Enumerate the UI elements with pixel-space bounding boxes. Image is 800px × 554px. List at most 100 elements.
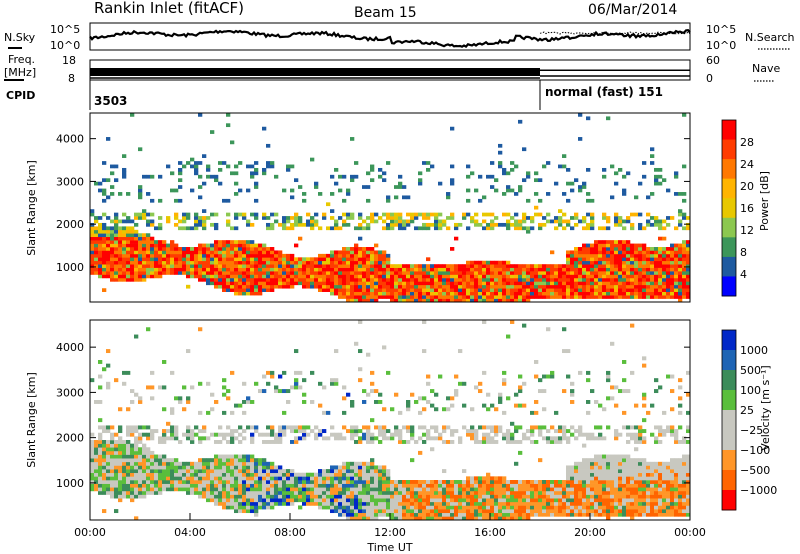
heatmap-cell — [298, 480, 303, 484]
heatmap-cell — [354, 425, 359, 430]
heatmap-cell — [618, 458, 623, 463]
heatmap-cell — [150, 243, 155, 248]
heatmap-cell — [346, 295, 351, 299]
heatmap-cell — [366, 490, 371, 495]
heatmap-cell — [90, 480, 95, 484]
heatmap-cell — [238, 247, 243, 251]
heatmap-cell — [602, 295, 607, 299]
heatmap-cell — [610, 341, 615, 346]
heatmap-cell — [346, 267, 351, 272]
heatmap-cell — [126, 226, 131, 231]
heatmap-cell — [550, 374, 555, 379]
heatmap-cell — [578, 284, 583, 289]
heatmap-cell — [518, 480, 523, 484]
heatmap-cell — [322, 501, 327, 506]
heatmap-cell — [214, 212, 219, 217]
heatmap-cell — [474, 288, 479, 292]
heatmap-cell — [142, 257, 147, 262]
heatmap-cell — [618, 509, 623, 514]
heatmap-cell — [582, 476, 587, 481]
heatmap-cell — [426, 509, 431, 514]
heatmap-cell — [594, 512, 599, 517]
heatmap-cell — [358, 216, 363, 220]
heatmap-cell — [298, 483, 303, 488]
heatmap-cell — [274, 212, 279, 217]
heatmap-cell — [186, 226, 191, 231]
heatmap-cell — [338, 494, 343, 499]
heatmap-cell — [626, 454, 631, 459]
heatmap-cell — [598, 480, 603, 484]
heatmap-cell — [226, 487, 231, 492]
heatmap-cell — [586, 116, 591, 121]
heatmap-cell — [282, 432, 287, 437]
heatmap-cell — [258, 264, 263, 268]
heatmap-cell — [194, 250, 199, 255]
heatmap-cell — [374, 267, 379, 272]
heatmap-cell — [610, 284, 615, 289]
heatmap-cell — [642, 260, 647, 265]
heatmap-cell — [382, 253, 387, 258]
heatmap-cell — [154, 260, 159, 265]
heatmap-cell — [358, 378, 363, 383]
heatmap-cell — [242, 501, 247, 506]
heatmap-cell — [482, 288, 487, 292]
heatmap-cell — [558, 284, 563, 289]
heatmap-cell — [346, 461, 351, 466]
heatmap-cell — [630, 494, 635, 499]
heatmap-cell — [234, 192, 239, 196]
heatmap-cell — [218, 181, 223, 186]
heatmap-cell — [534, 498, 539, 503]
heatmap-cell — [246, 219, 251, 224]
heatmap-cell — [386, 198, 391, 203]
heatmap-cell — [562, 281, 567, 286]
heatmap-cell — [490, 498, 495, 503]
heatmap-cell — [650, 291, 655, 296]
heatmap-cell — [110, 264, 115, 268]
heatmap-cell — [350, 178, 355, 183]
heatmap-cell — [586, 271, 591, 275]
heatmap-cell — [282, 277, 287, 282]
heatmap-cell — [202, 465, 207, 470]
heatmap-cell — [386, 291, 391, 296]
heatmap-cell — [130, 267, 135, 272]
heatmap-cell — [658, 174, 663, 179]
heatmap-cell — [406, 284, 411, 289]
heatmap-cell — [358, 516, 363, 521]
heatmap-cell — [590, 483, 595, 488]
heatmap-cell — [98, 229, 103, 234]
heatmap-cell — [598, 494, 603, 499]
heatmap-cell — [446, 501, 451, 506]
heatmap-cell — [354, 505, 359, 510]
heatmap-cell — [566, 250, 571, 255]
heatmap-cell — [326, 281, 331, 286]
heatmap-cell — [222, 288, 227, 292]
heatmap-cell — [322, 267, 327, 272]
heatmap-cell — [514, 461, 519, 466]
heatmap-cell — [130, 219, 135, 224]
heatmap-cell — [226, 198, 231, 203]
heatmap-cell — [338, 498, 343, 503]
heatmap-cell — [474, 212, 479, 217]
heatmap-cell — [398, 271, 403, 275]
heatmap-cell — [406, 516, 411, 521]
heatmap-cell — [498, 429, 503, 434]
heatmap-cell — [114, 469, 119, 474]
heatmap-cell — [674, 288, 679, 292]
heatmap-cell — [206, 253, 211, 258]
heatmap-cell — [582, 253, 587, 258]
heatmap-cell — [582, 461, 587, 466]
heatmap-cell — [430, 291, 435, 296]
heatmap-cell — [122, 461, 127, 466]
heatmap-cell — [570, 381, 575, 386]
heatmap-cell — [606, 509, 611, 514]
heatmap-cell — [370, 501, 375, 506]
heatmap-cell — [146, 257, 151, 262]
heatmap-cell — [246, 240, 251, 244]
heatmap-cell — [350, 501, 355, 506]
heatmap-cell — [598, 461, 603, 466]
heatmap-cell — [242, 400, 247, 404]
heatmap-cell — [482, 274, 487, 279]
heatmap-cell — [366, 222, 371, 227]
heatmap-cell — [458, 483, 463, 488]
